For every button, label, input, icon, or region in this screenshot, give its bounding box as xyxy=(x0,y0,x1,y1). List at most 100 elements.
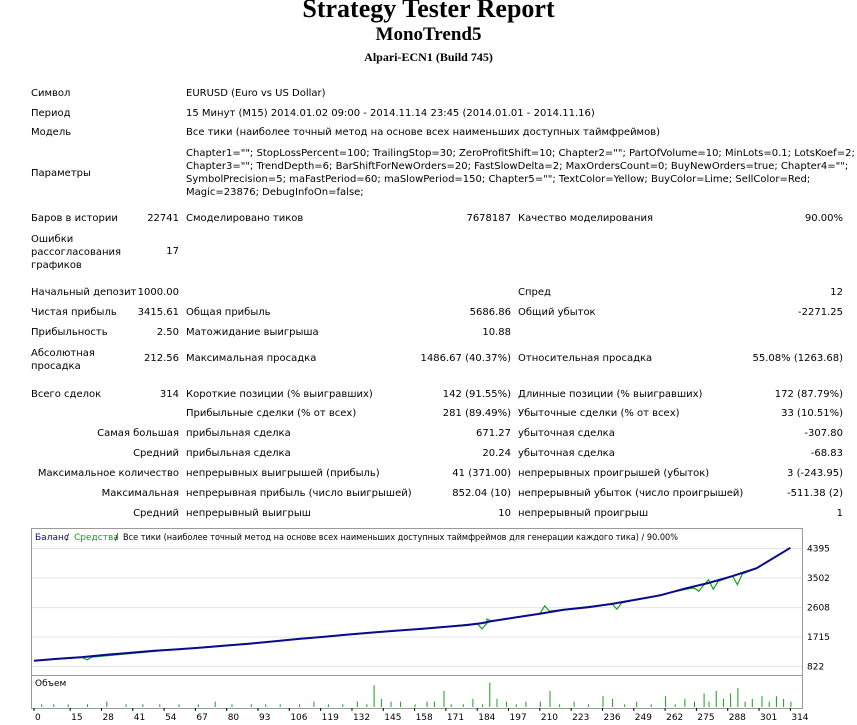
profit-trades-value: 281 (89.49%) xyxy=(442,408,511,419)
avg-losses-value: 1 xyxy=(836,508,843,519)
volume-bar xyxy=(414,704,416,707)
gross-profit-value: 5686.86 xyxy=(469,307,511,318)
x-axis: 0 15 28 41 54 67 80 93 106 119 132 145 158 171 184 197 2… xyxy=(33,708,809,723)
x-tick-label: 223 xyxy=(572,713,589,723)
largest-profit-value: 671.27 xyxy=(476,428,511,439)
long-label: Длинные позиции (% выигравших) xyxy=(518,389,703,400)
volume-bar xyxy=(549,690,551,707)
rel-dd-value: 55.08% (1263.68) xyxy=(752,353,843,364)
volume-bar xyxy=(67,704,69,707)
volume-bar xyxy=(299,704,300,707)
volume-bar xyxy=(279,704,281,707)
symbol-label: Символ xyxy=(31,88,71,99)
x-tick-label: 236 xyxy=(603,713,620,723)
volume-bar xyxy=(496,698,498,707)
volume-bar xyxy=(674,704,676,707)
profit-factor-value: 2.50 xyxy=(156,327,179,338)
abs-dd-value: 212.56 xyxy=(144,353,179,364)
params-line: SymbolPrecision=5; maFastPeriod=60; maSl… xyxy=(186,174,811,185)
profit-factor-label: Прибыльность xyxy=(31,327,108,338)
volume-chart-svg: Объем xyxy=(35,679,792,707)
y-axis: 822 1715 2608 3502 4395 xyxy=(807,544,830,672)
volume-bar xyxy=(703,693,705,707)
x-tick-label: 145 xyxy=(384,713,401,723)
x-tick-label: 15 xyxy=(71,713,82,723)
volume-label: Объем xyxy=(35,679,66,689)
max-dd-value: 1486.67 (40.37%) xyxy=(420,353,511,364)
x-tick-label: 210 xyxy=(541,713,558,723)
short-value: 142 (91.55%) xyxy=(442,389,511,400)
expert-name: MonoTrend5 xyxy=(375,24,482,45)
volume-bar xyxy=(744,701,746,707)
volume-bar xyxy=(783,698,785,707)
cons-wins-value: 41 (371.00) xyxy=(452,468,511,479)
largest-profit-label: прибыльная сделка xyxy=(186,428,291,439)
gross-profit-label: Общая прибыль xyxy=(186,307,271,318)
cons-profit-label: непрерывная прибыль (число выигрышей) xyxy=(186,488,412,499)
volume-bar xyxy=(775,696,777,707)
loss-trades-value: 33 (10.51%) xyxy=(781,408,843,419)
volume-bar xyxy=(426,701,428,707)
balance-chart-svg: Баланс / Средства / Все тики (наиболее т… xyxy=(32,533,802,668)
deposit-value: 1000.00 xyxy=(137,287,179,298)
volume-bar xyxy=(433,701,435,707)
params-line: Magic=23876; DebugInfoOn=false; xyxy=(186,187,364,198)
average2-label: Средний xyxy=(133,508,179,519)
volume-bar xyxy=(265,704,267,707)
largest-loss-label: убыточная сделка xyxy=(518,428,615,439)
x-tick-label: 249 xyxy=(635,713,652,723)
volume-bar xyxy=(41,704,43,707)
model-value: Все тики (наиболее точный метод на основ… xyxy=(186,127,661,138)
x-tick-label: 171 xyxy=(447,713,464,723)
x-tick-label: 158 xyxy=(416,713,433,723)
volume-bar xyxy=(472,698,474,707)
y-tick-label: 4395 xyxy=(807,544,830,554)
y-tick-label: 822 xyxy=(807,663,824,673)
volume-bars xyxy=(41,682,792,707)
quality-value: 90.00% xyxy=(804,213,843,224)
volume-bar xyxy=(400,701,402,707)
volume-bar xyxy=(53,704,55,707)
volume-bar xyxy=(730,693,732,707)
x-tick-label: 197 xyxy=(510,713,527,723)
ticks-value: 7678187 xyxy=(466,213,511,224)
volume-bar xyxy=(751,698,753,707)
volume-bar xyxy=(588,704,589,707)
largest-label: Самая большая xyxy=(97,428,179,439)
average-loss-value: -68.83 xyxy=(810,448,843,459)
x-tick-label: 119 xyxy=(322,713,339,723)
report-title: Strategy Tester Report xyxy=(302,0,555,23)
y-tick-label: 2608 xyxy=(807,604,830,614)
rel-dd-label: Относительная просадка xyxy=(518,353,653,364)
volume-bar xyxy=(450,704,452,707)
legend-equity: Средства xyxy=(74,533,119,543)
average-loss-label: убыточная сделка xyxy=(518,448,615,459)
max-count-label: Максимальное количество xyxy=(37,468,179,479)
volume-bar xyxy=(342,704,344,707)
volume-bar xyxy=(125,704,127,707)
average-profit-value: 20.24 xyxy=(482,448,511,459)
bars-value: 22741 xyxy=(147,213,179,224)
y-tick-label: 1715 xyxy=(807,633,830,643)
max-dd-label: Максимальная просадка xyxy=(186,353,317,364)
legend-sep: / xyxy=(115,533,119,543)
period-value: 15 Минут (M15) 2014.01.02 09:00 - 2014.1… xyxy=(186,108,595,119)
quality-label: Качество моделирования xyxy=(518,213,653,224)
params-line: Chapter3=""; TrendDepth=6; BarShiftForNe… xyxy=(186,161,849,172)
volume-bar xyxy=(573,701,575,707)
volume-bar xyxy=(708,701,710,707)
volume-bar xyxy=(737,688,739,707)
x-tick-label: 93 xyxy=(259,713,270,723)
x-tick-label: 80 xyxy=(228,713,240,723)
cons-losses-label: непрерывных проигрышей (убыток) xyxy=(518,468,710,479)
errors-label: Ошибки рассогласования графиков xyxy=(31,234,122,271)
bars-label: Баров в истории xyxy=(31,213,118,224)
volume-bar xyxy=(684,698,686,707)
symbol-value: EURUSD (Euro vs US Dollar) xyxy=(186,88,326,99)
volume-bar xyxy=(624,704,626,707)
volume-bar xyxy=(489,682,491,707)
params-line: Chapter1=""; StopLossPercent=100; Traili… xyxy=(186,148,855,159)
volume-bar xyxy=(715,690,717,707)
equity-line xyxy=(33,547,791,662)
x-tick-label: 288 xyxy=(729,713,746,723)
